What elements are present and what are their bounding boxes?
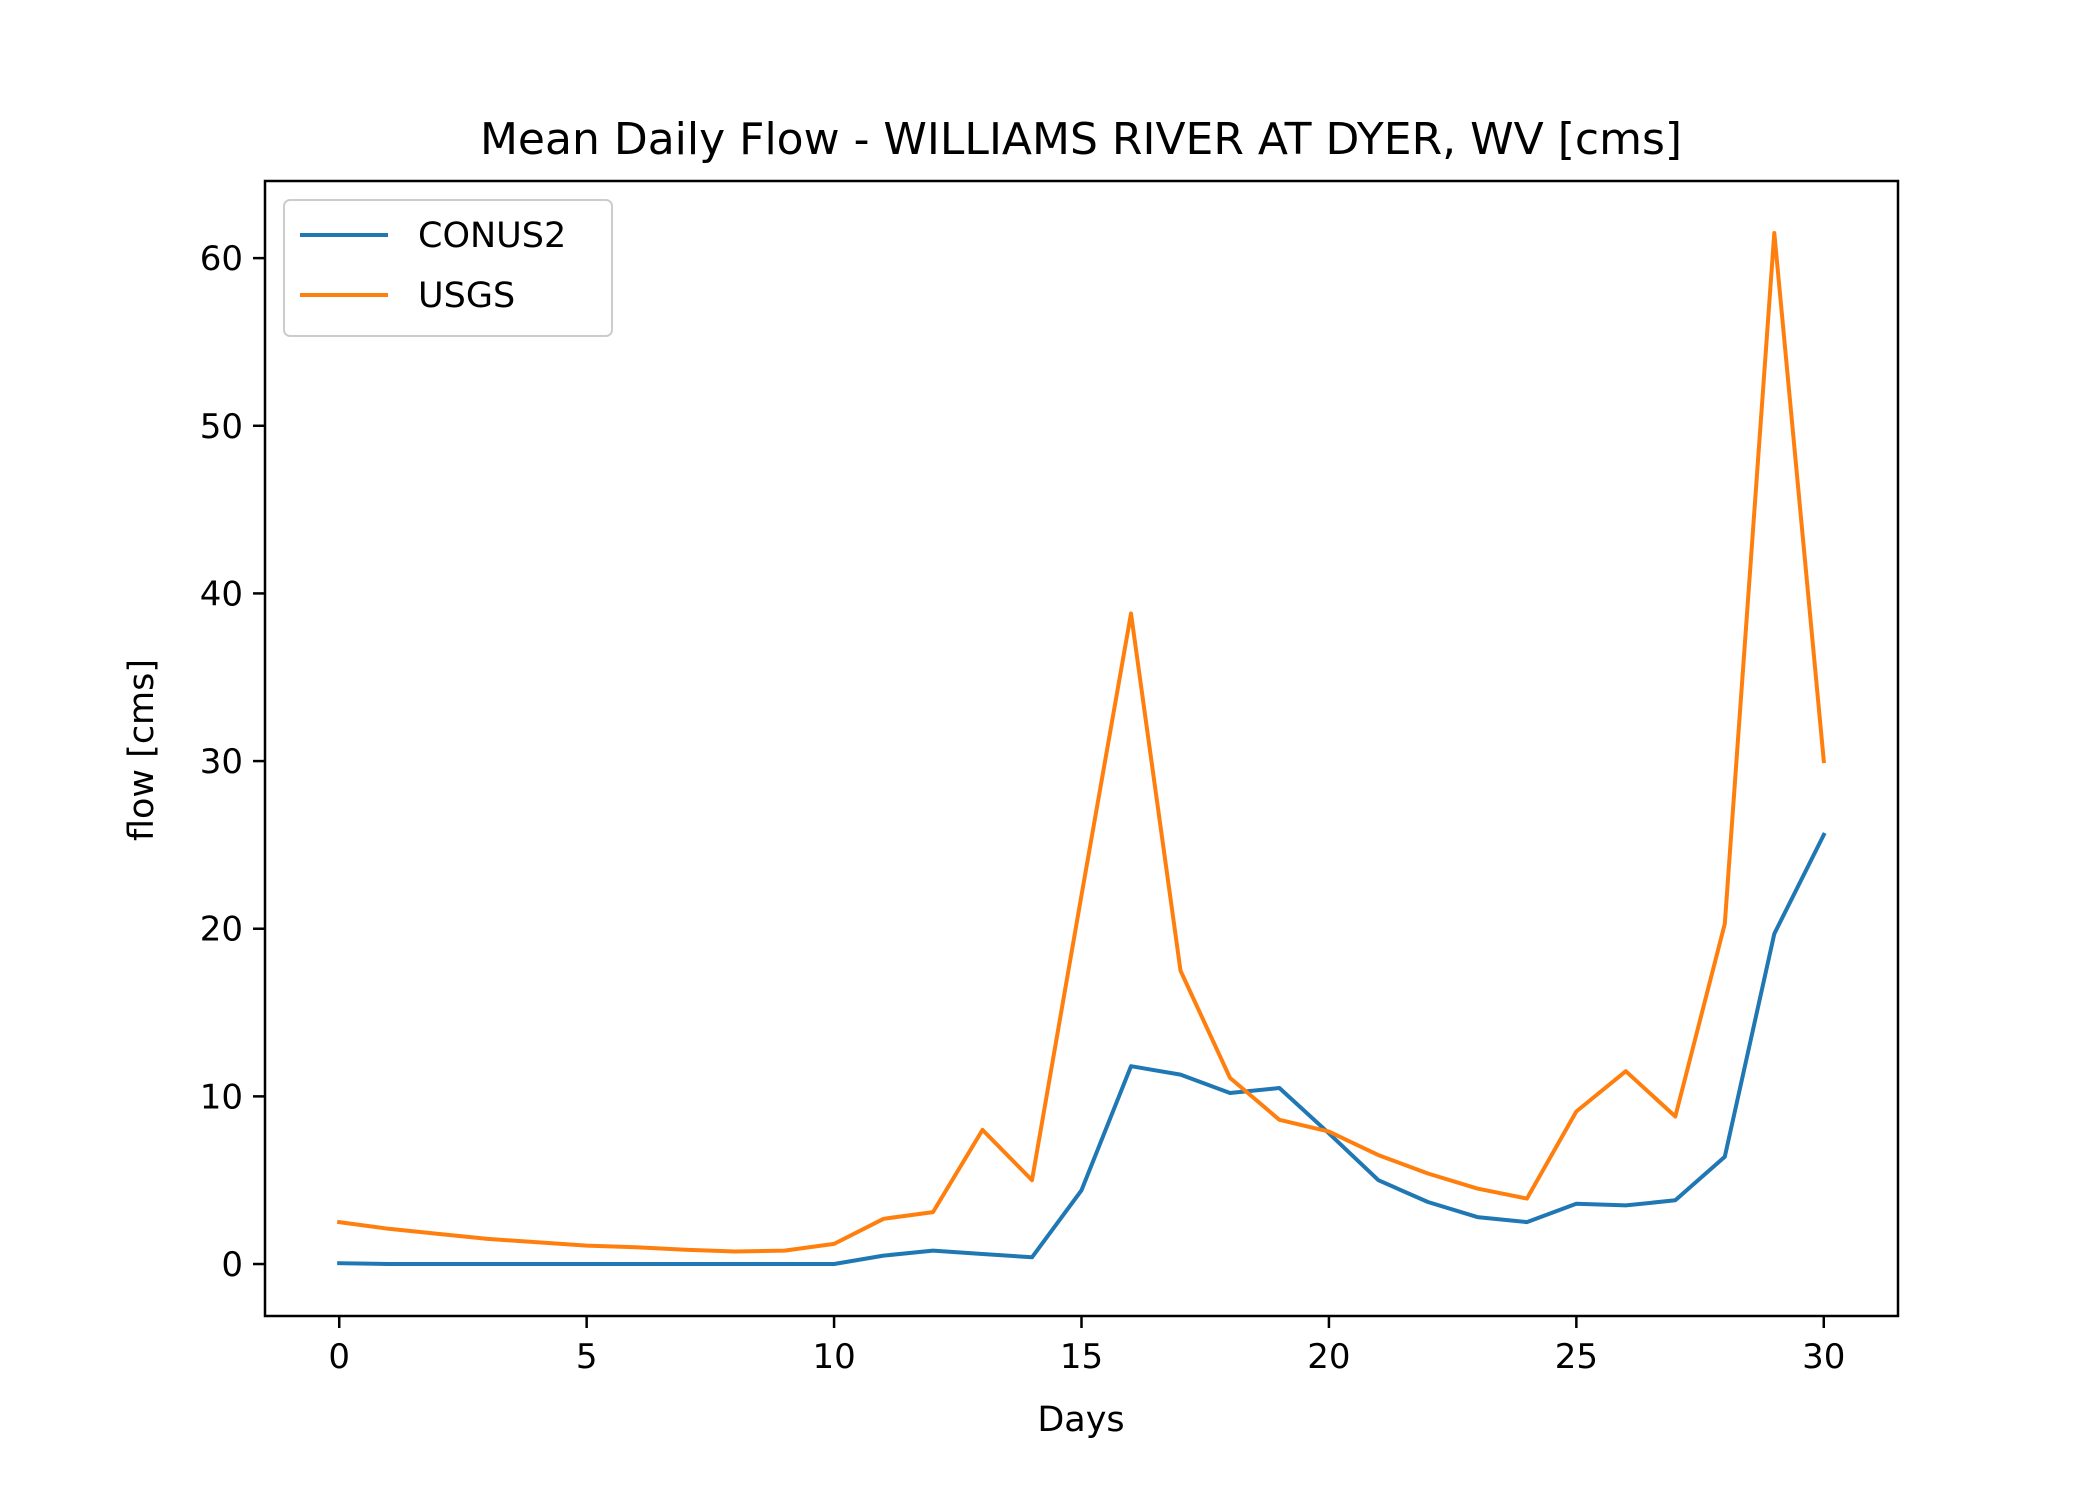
x-tick-label: 10 [812,1337,855,1377]
x-tick-label: 20 [1307,1337,1350,1377]
y-tick-label: 50 [200,407,243,447]
x-tick-label: 15 [1060,1337,1103,1377]
series-layer [336,231,1827,1266]
y-tick-label: 40 [200,574,243,614]
y-tick-label: 10 [200,1077,243,1117]
legend-label-usgs: USGS [418,276,515,316]
x-tick-label: 25 [1555,1337,1598,1377]
y-axis-label: flow [cms] [122,659,162,841]
y-tick-label: 30 [200,742,243,782]
series-line-usgs [336,231,1826,1254]
legend-label-conus2: CONUS2 [418,216,566,256]
legend: CONUS2 USGS [283,199,613,337]
series-line-conus2 [337,832,1827,1266]
x-tick-label: 30 [1802,1337,1845,1377]
x-axis-label: Days [1037,1400,1124,1440]
x-axis: 0 5 10 15 20 25 30 [328,1316,1845,1377]
x-tick-label: 5 [576,1337,598,1377]
x-tick-label: 0 [328,1337,350,1377]
chart-title: Mean Daily Flow - WILLIAMS RIVER AT DYER… [480,114,1682,165]
y-tick-label: 60 [200,239,243,279]
y-tick-label: 20 [200,910,243,950]
y-axis: 0 10 20 30 40 50 60 [200,239,265,1285]
y-tick-label: 0 [221,1245,243,1285]
